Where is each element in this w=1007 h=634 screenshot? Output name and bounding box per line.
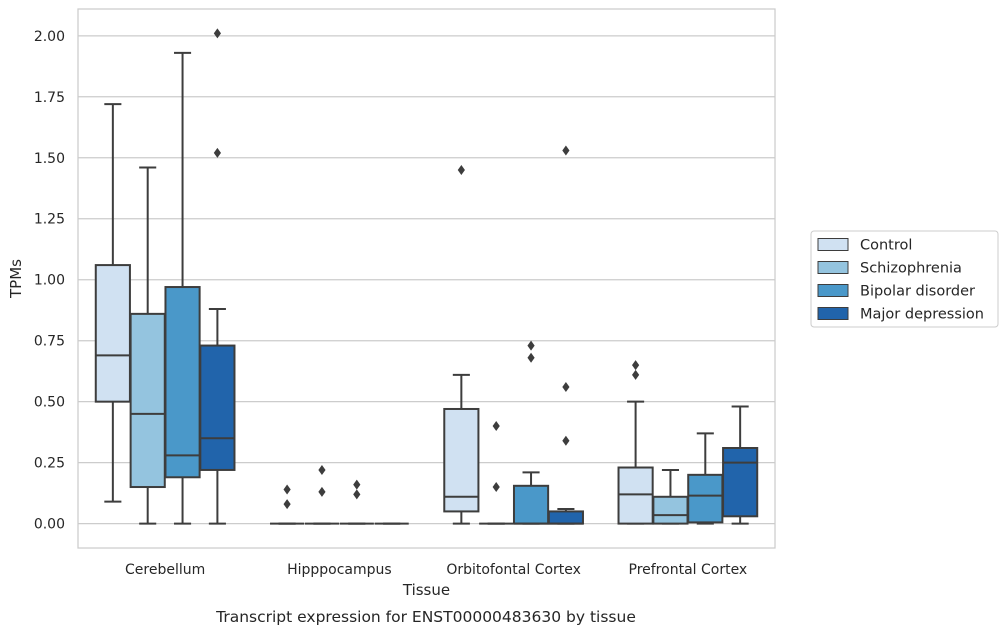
- plot-frame: [77, 8, 776, 549]
- x-tick-label: Orbitofontal Cortex: [446, 562, 581, 578]
- box-iqr: [199, 344, 236, 471]
- y-tick-label: 1.75: [34, 90, 65, 106]
- x-tick-label: Cerebellum: [125, 562, 205, 578]
- box-plot: [479, 421, 514, 525]
- y-tick-label: 0.00: [34, 517, 65, 533]
- outlier-point: [562, 145, 570, 156]
- outlier-point: [213, 28, 221, 39]
- y-axis-label: TPMs: [7, 259, 25, 299]
- box-plot: [339, 479, 374, 525]
- box-iqr: [722, 447, 759, 518]
- box-iqr: [687, 473, 724, 524]
- outlier-point: [213, 147, 221, 158]
- box-plot: [304, 464, 340, 525]
- legend-label: Control: [860, 238, 912, 254]
- legend-label: Major depression: [860, 307, 984, 323]
- series-major-depression: [199, 28, 759, 525]
- box-plot: [547, 145, 584, 525]
- legend-swatch: [817, 238, 849, 251]
- box-plot: [512, 340, 550, 525]
- x-axis-label: Tissue: [402, 581, 450, 599]
- box-iqr: [443, 407, 480, 513]
- y-tick-label: 1.50: [34, 151, 65, 167]
- legend-swatch: [817, 284, 849, 297]
- series-bipolar-disorder: [164, 51, 724, 525]
- y-tick-label: 0.25: [34, 456, 65, 472]
- box-plot: [94, 103, 131, 503]
- legend-label: Bipolar disorder: [860, 284, 975, 300]
- outlier-point: [527, 340, 535, 351]
- box-iqr: [512, 484, 550, 525]
- legend-swatch: [817, 261, 849, 274]
- outlier-point: [562, 435, 570, 446]
- outlier-point: [283, 499, 291, 510]
- y-tick-labels: 0.00 0.25 0.50 0.75 1.00 1.25 1.50 1.75 2.00: [34, 29, 65, 533]
- outlier-point: [457, 164, 465, 175]
- x-tick-label: Prefrontal Cortex: [629, 562, 748, 578]
- x-tick-labels: Cerebellum Hipppocampus Orbitofontal Corte…: [125, 562, 747, 578]
- series-control: [94, 103, 654, 525]
- box-plot: [617, 360, 654, 525]
- box-plot: [129, 166, 166, 525]
- outlier-point: [527, 352, 535, 363]
- y-tick-label: 0.75: [34, 334, 65, 350]
- y-tick-label: 0.50: [34, 395, 65, 411]
- box-plot: [722, 405, 759, 525]
- legend-swatch: [817, 307, 849, 320]
- box-iqr: [129, 312, 166, 489]
- y-tick-label: 2.00: [34, 29, 65, 45]
- box-iqr: [547, 510, 584, 525]
- legend-label: Schizophrenia: [860, 261, 962, 277]
- legend-frame: [810, 230, 999, 328]
- outlier-point: [562, 382, 570, 393]
- box-iqr: [617, 466, 654, 525]
- box-iqr: [94, 264, 131, 403]
- y-tick-label: 1.25: [34, 212, 65, 228]
- box-iqr: [652, 495, 689, 525]
- legend: Control Schizophrenia Bipolar disorder Majo…: [810, 230, 999, 328]
- outlier-point: [492, 482, 500, 493]
- chart-caption: Transcript expression for ENST0000048363…: [215, 608, 636, 626]
- x-tick-label: Hipppocampus: [287, 562, 392, 578]
- box-plot: [270, 484, 305, 525]
- outlier-point: [283, 484, 291, 495]
- outlier-point: [353, 479, 361, 490]
- outlier-point: [632, 369, 640, 380]
- box-series: [94, 28, 759, 525]
- outlier-point: [492, 421, 500, 432]
- box-plot: [652, 468, 689, 525]
- box-iqr: [164, 286, 201, 479]
- outlier-point: [318, 464, 326, 475]
- y-tick-label: 1.00: [34, 273, 65, 289]
- box-plot: [687, 432, 724, 525]
- outlier-point: [632, 360, 640, 371]
- box-plot: [199, 28, 236, 525]
- outlier-point: [353, 489, 361, 500]
- box-plot: [443, 164, 480, 525]
- outlier-point: [318, 486, 326, 497]
- box-plot: [164, 51, 201, 525]
